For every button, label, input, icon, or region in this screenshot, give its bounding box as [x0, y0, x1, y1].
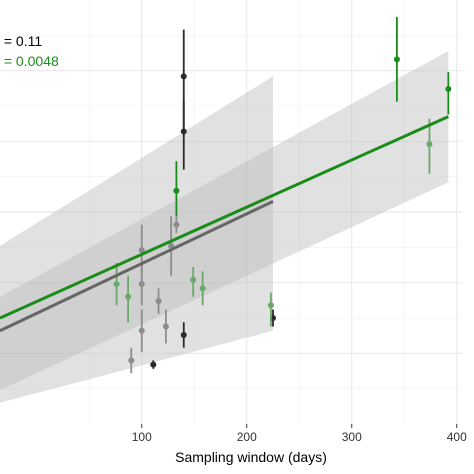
data-point — [138, 327, 145, 334]
data-point — [128, 357, 135, 364]
fit-lines — [0, 115, 449, 333]
data-point — [190, 276, 197, 283]
x-tick-label: 400 — [447, 430, 467, 444]
data-point — [162, 323, 169, 330]
data-point — [180, 331, 187, 338]
x-tick-label: 200 — [237, 430, 257, 444]
x-tick-label: 100 — [132, 430, 152, 444]
data-point — [180, 128, 187, 135]
annotation-rho-2: ρ = 0.0048 — [0, 53, 59, 69]
data-point — [173, 187, 180, 194]
grid — [0, 0, 462, 424]
data-point — [113, 281, 120, 288]
data-points — [113, 16, 452, 374]
confidence-ribbon-1 — [0, 50, 449, 391]
data-point — [125, 293, 132, 300]
confidence-ribbons — [0, 50, 449, 403]
data-point — [173, 221, 180, 228]
x-tick-label: 300 — [342, 430, 362, 444]
data-point — [138, 247, 145, 254]
x-axis: 100 200 300 400 — [132, 424, 467, 444]
data-point — [150, 361, 157, 368]
fit-line-green — [0, 115, 449, 320]
data-point — [180, 73, 187, 80]
fit-line-grey — [0, 200, 274, 333]
data-point — [267, 302, 274, 309]
annotation-rho-1: ρ = 0.11 — [0, 33, 42, 49]
data-point — [426, 141, 433, 148]
data-point — [445, 86, 452, 93]
data-point — [138, 281, 145, 288]
confidence-ribbon-2 — [0, 76, 273, 403]
data-point — [199, 285, 206, 292]
data-point — [393, 56, 400, 63]
data-point — [155, 298, 162, 305]
x-axis-title: Sampling window (days) — [175, 449, 327, 465]
